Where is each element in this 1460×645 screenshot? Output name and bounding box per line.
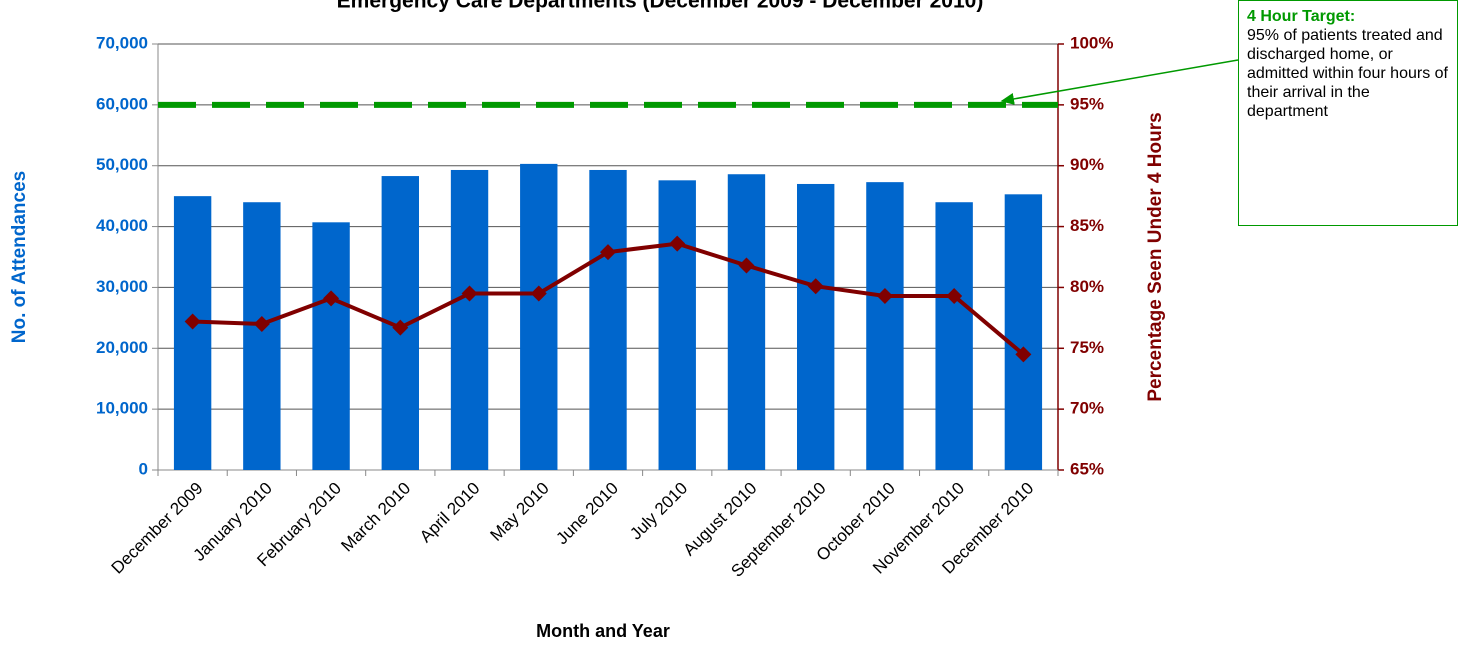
y-tick-label: 30,000 — [96, 277, 148, 296]
marker — [807, 278, 824, 295]
y2-tick-label: 90% — [1070, 155, 1104, 174]
bar — [727, 174, 766, 470]
y2-tick-label: 65% — [1070, 459, 1104, 478]
marker — [876, 287, 893, 304]
marker — [600, 244, 616, 261]
marker — [184, 313, 201, 330]
chart-title: Emergency Care Departments (December 200… — [337, 0, 984, 13]
marker — [461, 285, 478, 302]
marker — [392, 319, 409, 336]
bar — [520, 163, 558, 471]
bar — [312, 222, 350, 470]
bar — [658, 180, 696, 470]
y-tick-label: 60,000 — [96, 94, 148, 113]
bar — [243, 202, 281, 470]
marker — [738, 257, 755, 274]
y2-tick-label: 75% — [1070, 338, 1104, 357]
y-tick-label: 50,000 — [96, 155, 148, 174]
marker — [1015, 346, 1032, 363]
bar — [173, 196, 212, 470]
y-tick-label: 10,000 — [96, 399, 148, 418]
arrow-line — [1000, 59, 1239, 105]
bar — [866, 182, 904, 470]
x-axis-title: Month and Year — [536, 621, 670, 641]
y2-tick-label: 100% — [1070, 33, 1113, 52]
y-tick-label: 70,000 — [96, 33, 148, 52]
bar — [935, 202, 973, 470]
marker — [530, 285, 547, 302]
marker — [946, 287, 963, 304]
y2-tick-label: 70% — [1070, 399, 1104, 418]
y-axis-title: No. of Attendances — [9, 171, 30, 343]
annotation-title: 4 Hour Target: — [1247, 8, 1356, 25]
y2-tick-label: 85% — [1070, 216, 1104, 235]
y2-tick-label: 95% — [1070, 94, 1104, 113]
y2-axis-title: Percentage Seen Under 4 Hours — [1145, 112, 1166, 401]
y2-tick-label: 80% — [1070, 277, 1104, 296]
bar — [450, 169, 489, 470]
marker — [669, 235, 686, 252]
annotation-text: 95% of patients treated and discharged h… — [1247, 27, 1448, 120]
bar — [589, 169, 627, 470]
y-tick-label: 20,000 — [96, 338, 148, 357]
annotation-box: 4 Hour Target: 95% of patients treated a… — [1238, 0, 1458, 226]
bar — [1004, 194, 1043, 470]
y-tick-label: 0 — [139, 459, 148, 478]
y-tick-label: 40,000 — [96, 216, 148, 235]
bar — [797, 183, 835, 470]
marker — [323, 290, 340, 307]
marker — [253, 315, 270, 332]
